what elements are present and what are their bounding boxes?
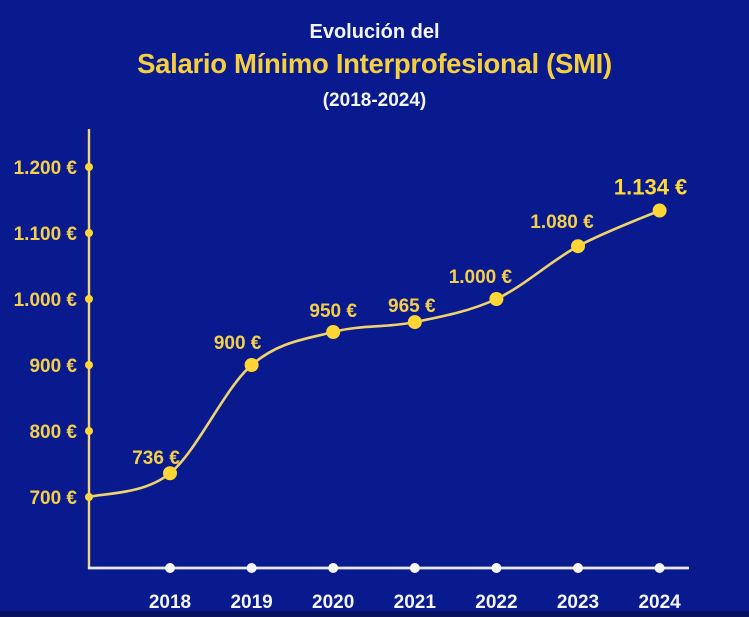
x-tick-dot xyxy=(654,563,665,573)
data-point-dot xyxy=(489,292,504,306)
x-tick-dot xyxy=(246,563,257,573)
data-point-label: 950 € xyxy=(309,301,357,322)
x-tick-dot xyxy=(328,563,339,573)
y-axis-label: 1.100 € xyxy=(14,224,78,245)
data-point-dot xyxy=(244,358,259,372)
data-point-label: 965 € xyxy=(388,296,436,317)
data-point-dot xyxy=(163,466,177,481)
x-tick-dot xyxy=(409,563,420,573)
x-axis-label: 2024 xyxy=(638,592,681,613)
data-point-dot xyxy=(571,239,585,254)
x-axis-label: 2021 xyxy=(394,592,437,613)
x-axis-label: 2023 xyxy=(557,592,599,613)
y-tick-dot xyxy=(85,427,93,435)
y-tick-dot xyxy=(85,295,93,303)
y-axis-label: 800 € xyxy=(29,422,77,443)
y-tick-dot xyxy=(85,361,93,369)
x-axis-label: 2019 xyxy=(230,592,272,613)
chart-pretitle: Evolución del xyxy=(309,21,440,43)
x-tick-dot xyxy=(165,563,175,573)
x-tick-dot xyxy=(573,563,583,573)
x-tick-dot xyxy=(491,563,502,573)
smi-evolution-line xyxy=(87,209,661,499)
data-point-label: 736 € xyxy=(132,448,180,469)
data-point-label: 1.080 € xyxy=(530,212,594,233)
x-axis-label: 2022 xyxy=(475,592,517,613)
bottom-border xyxy=(0,611,749,617)
x-axis-label: 2018 xyxy=(149,592,191,613)
data-point-dot xyxy=(407,315,422,330)
x-axis-label: 2020 xyxy=(312,592,354,613)
data-point-dot xyxy=(652,203,667,218)
title-block: Evolución del Salario Mínimo Interprofes… xyxy=(0,0,749,112)
chart-title: Salario Mínimo Interprofesional (SMI) xyxy=(137,48,612,79)
y-tick-dot xyxy=(85,163,93,171)
data-point-label: 1.134 € xyxy=(614,175,687,200)
chart-subtitle: (2018-2024) xyxy=(322,90,427,111)
y-axis-label: 900 € xyxy=(29,356,77,377)
data-point-label: 900 € xyxy=(214,333,262,354)
y-axis-label: 700 € xyxy=(29,488,77,509)
y-tick-dot xyxy=(85,229,93,237)
y-axis-label: 1.200 € xyxy=(14,158,78,179)
data-point-dot xyxy=(326,325,341,339)
y-axis-label: 1.000 € xyxy=(14,290,78,311)
data-point-label: 1.000 € xyxy=(449,267,513,288)
